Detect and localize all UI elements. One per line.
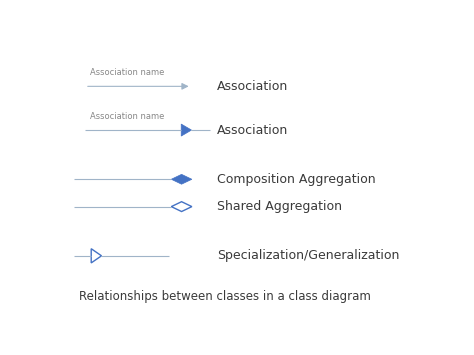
- Text: Association: Association: [217, 124, 289, 137]
- Text: Specialization/Generalization: Specialization/Generalization: [217, 249, 400, 262]
- Text: Composition Aggregation: Composition Aggregation: [217, 173, 376, 186]
- Polygon shape: [171, 174, 192, 184]
- Text: Association name: Association name: [90, 68, 164, 77]
- Polygon shape: [181, 124, 191, 136]
- Text: Relationships between classes in a class diagram: Relationships between classes in a class…: [79, 290, 371, 303]
- Text: Association: Association: [217, 80, 289, 93]
- Text: Shared Aggregation: Shared Aggregation: [217, 200, 342, 213]
- Polygon shape: [171, 202, 192, 212]
- Text: Association name: Association name: [90, 111, 164, 120]
- Polygon shape: [91, 249, 101, 263]
